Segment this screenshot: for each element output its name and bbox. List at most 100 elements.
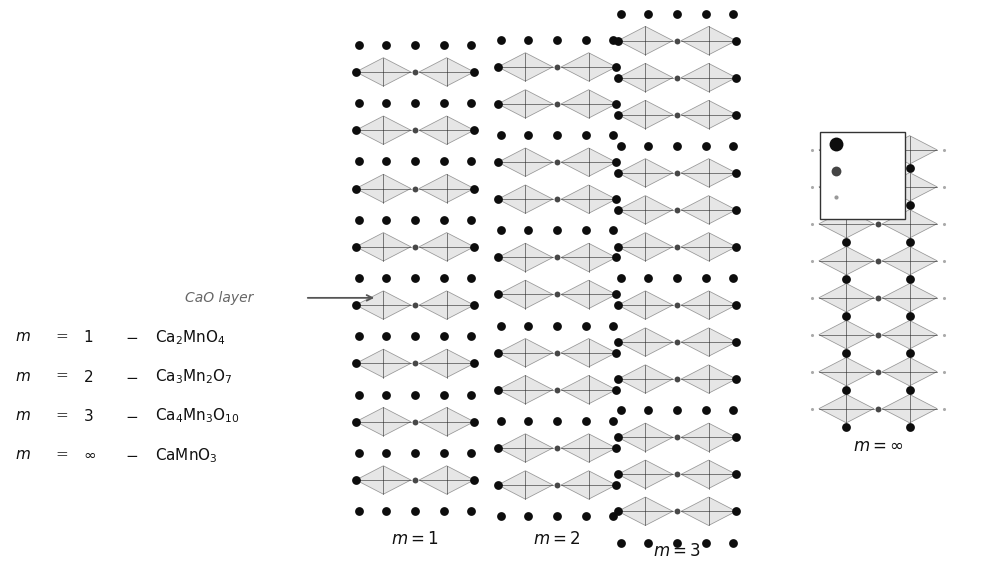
Polygon shape xyxy=(561,148,616,176)
Point xyxy=(870,367,886,376)
Point xyxy=(669,470,685,479)
Point xyxy=(490,62,506,71)
Text: $1$: $1$ xyxy=(83,329,93,345)
Point xyxy=(610,169,626,178)
Polygon shape xyxy=(561,185,616,214)
Point xyxy=(640,274,656,283)
Point xyxy=(669,406,685,415)
Point xyxy=(549,321,565,330)
Text: Ca: Ca xyxy=(850,138,867,151)
Point xyxy=(407,40,423,49)
Point xyxy=(804,182,820,191)
Point xyxy=(549,194,565,203)
Text: $-$: $-$ xyxy=(125,370,138,383)
Polygon shape xyxy=(618,64,673,92)
Point xyxy=(351,507,367,516)
Point xyxy=(608,62,624,71)
Point xyxy=(463,215,479,224)
Point xyxy=(490,481,506,490)
Point xyxy=(605,35,621,44)
Polygon shape xyxy=(681,233,736,261)
Point xyxy=(578,35,594,44)
Polygon shape xyxy=(419,291,474,319)
Point xyxy=(407,242,423,251)
Point xyxy=(466,475,482,484)
Polygon shape xyxy=(681,64,736,92)
Point xyxy=(578,512,594,521)
Text: $m$: $m$ xyxy=(15,448,31,462)
Polygon shape xyxy=(819,357,874,386)
Point xyxy=(378,332,394,341)
Polygon shape xyxy=(419,174,474,203)
Point xyxy=(669,338,685,347)
Point xyxy=(728,73,744,82)
Polygon shape xyxy=(618,291,673,319)
Point xyxy=(728,507,744,516)
Point xyxy=(725,406,741,415)
Point xyxy=(436,332,452,341)
Point xyxy=(578,226,594,235)
Point xyxy=(436,157,452,166)
Text: $-$: $-$ xyxy=(125,448,138,462)
Point xyxy=(549,35,565,44)
Point xyxy=(378,99,394,108)
Polygon shape xyxy=(819,210,874,238)
Point xyxy=(608,253,624,262)
Point xyxy=(728,169,744,178)
Point xyxy=(549,131,565,140)
Point xyxy=(698,538,714,547)
Text: $\mathrm{Ca_2MnO_4}$: $\mathrm{Ca_2MnO_4}$ xyxy=(155,328,225,347)
Point xyxy=(493,35,509,44)
Point xyxy=(463,332,479,341)
Point xyxy=(870,219,886,228)
Point xyxy=(838,201,854,210)
Point xyxy=(698,406,714,415)
Point xyxy=(725,538,741,547)
Point xyxy=(838,238,854,247)
Point xyxy=(610,73,626,82)
Point xyxy=(407,359,423,368)
Point xyxy=(870,404,886,413)
Point xyxy=(698,142,714,151)
Point xyxy=(936,404,952,413)
Polygon shape xyxy=(681,460,736,488)
Point xyxy=(804,219,820,228)
Point xyxy=(407,274,423,283)
Polygon shape xyxy=(819,173,874,201)
Point xyxy=(351,157,367,166)
Polygon shape xyxy=(419,349,474,378)
Point xyxy=(936,219,952,228)
Point xyxy=(463,507,479,516)
Text: O: O xyxy=(850,191,860,204)
Point xyxy=(351,215,367,224)
Point xyxy=(804,404,820,413)
Point xyxy=(407,157,423,166)
Point xyxy=(490,99,506,108)
Point xyxy=(436,40,452,49)
Point xyxy=(610,433,626,442)
Point xyxy=(728,433,744,442)
Point xyxy=(605,321,621,330)
Point xyxy=(870,182,886,191)
Point xyxy=(436,507,452,516)
Text: $m = 3$: $m = 3$ xyxy=(653,543,701,560)
Text: $\mathrm{CaMnO_3}$: $\mathrm{CaMnO_3}$ xyxy=(155,446,218,465)
Point xyxy=(493,226,509,235)
Point xyxy=(613,142,629,151)
Point xyxy=(640,406,656,415)
Polygon shape xyxy=(819,247,874,275)
Polygon shape xyxy=(356,466,411,494)
Point xyxy=(902,164,918,173)
Point xyxy=(828,193,844,202)
Point xyxy=(669,507,685,516)
Polygon shape xyxy=(561,375,616,404)
Point xyxy=(870,256,886,265)
Point xyxy=(669,205,685,214)
Point xyxy=(490,385,506,394)
Point xyxy=(608,194,624,203)
Polygon shape xyxy=(618,497,673,525)
Point xyxy=(608,481,624,490)
Point xyxy=(804,146,820,155)
Polygon shape xyxy=(819,135,874,164)
Polygon shape xyxy=(356,291,411,319)
